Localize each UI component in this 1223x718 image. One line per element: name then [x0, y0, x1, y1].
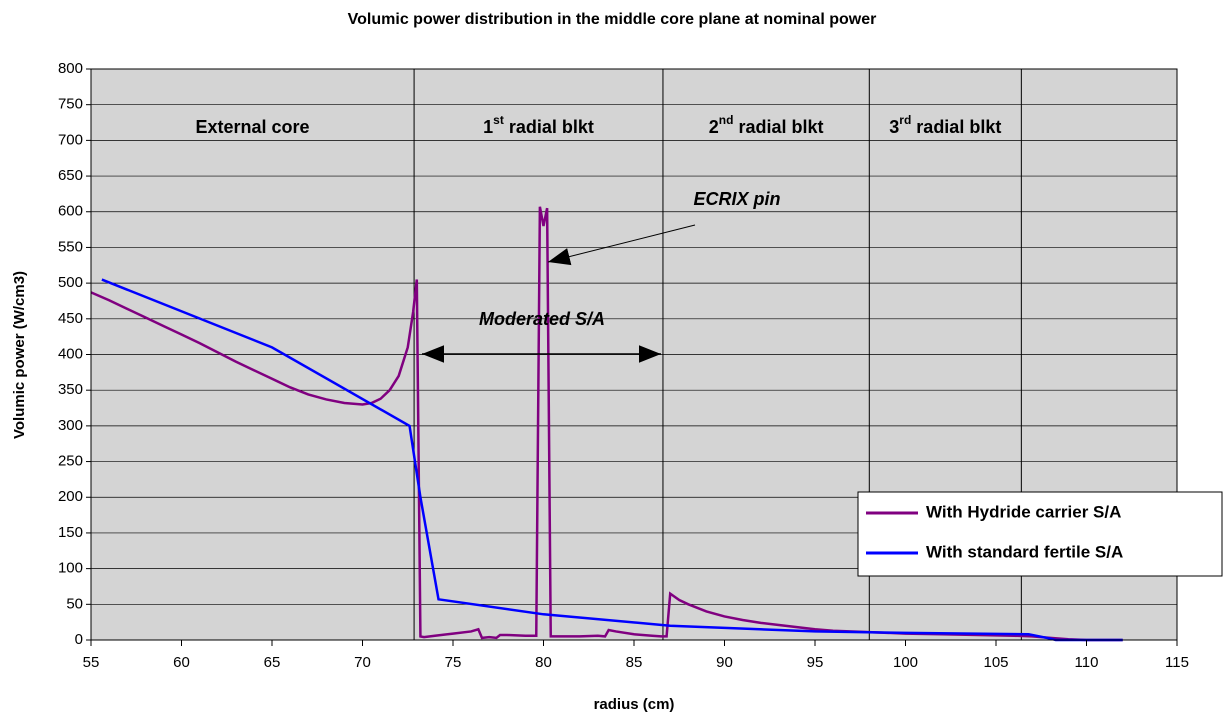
- y-tick-label: 650: [58, 167, 83, 184]
- y-tick-label: 750: [58, 96, 83, 113]
- legend-label: With standard fertile S/A: [926, 542, 1123, 561]
- x-axis-label: radius (cm): [594, 696, 675, 713]
- y-tick-label: 300: [58, 417, 83, 434]
- legend: [857, 491, 1223, 577]
- region-label: 3rd radial blkt: [889, 113, 1001, 137]
- annotation: Moderated S/A: [479, 309, 605, 329]
- region-label-part: 3: [889, 117, 899, 137]
- y-tick-label: 450: [58, 310, 83, 327]
- region-label: 1st radial blkt: [483, 113, 594, 137]
- x-tick-label: 95: [807, 654, 824, 671]
- region-label-part: st: [493, 113, 504, 127]
- region-label-part: 2: [709, 117, 719, 137]
- chart-title: Volumic power distribution in the middle…: [348, 11, 877, 28]
- series-line: [101, 278, 1123, 642]
- x-tick-label: 75: [445, 654, 462, 671]
- y-tick-label: 400: [58, 345, 83, 362]
- region-label-part: nd: [719, 113, 734, 127]
- arrow: [547, 224, 696, 266]
- annotation: ECRIX pin: [693, 189, 780, 209]
- y-tick-label: 0: [75, 631, 83, 648]
- y-tick-label: 700: [58, 131, 83, 148]
- x-tick-label: 110: [1075, 654, 1099, 671]
- region-label-part: rd: [899, 113, 911, 127]
- region-label-part: radial blkt: [504, 117, 594, 137]
- y-tick-label: 600: [58, 203, 83, 220]
- y-tick-label: 500: [58, 274, 83, 291]
- legend-label: With Hydride carrier S/A: [926, 502, 1121, 521]
- y-tick-label: 800: [58, 60, 83, 77]
- series-line: [90, 206, 1123, 642]
- y-tick-label: 350: [58, 381, 83, 398]
- x-tick-label: 60: [173, 654, 190, 671]
- region-label-part: radial blkt: [733, 117, 823, 137]
- y-tick-label: 200: [58, 488, 83, 505]
- region-label: External core: [196, 117, 310, 137]
- region-label-part: radial blkt: [911, 117, 1001, 137]
- x-tick-label: 90: [716, 654, 733, 671]
- x-tick-label: 85: [626, 654, 643, 671]
- y-axis-label: Volumic power (W/cm3): [11, 271, 28, 439]
- x-tick-label: 70: [354, 654, 371, 671]
- x-tick-label: 105: [983, 654, 1008, 671]
- x-tick-label: 55: [83, 654, 100, 671]
- region-label-part: 1: [483, 117, 493, 137]
- y-tick-label: 100: [58, 560, 83, 577]
- y-tick-label: 50: [66, 595, 83, 612]
- y-tick-label: 150: [58, 524, 83, 541]
- x-tick-label: 80: [535, 654, 552, 671]
- y-tick-label: 250: [58, 453, 83, 470]
- region-label-part: External core: [196, 117, 310, 137]
- x-tick-label: 115: [1165, 654, 1189, 671]
- y-tick-label: 550: [58, 238, 83, 255]
- x-tick-label: 100: [893, 654, 918, 671]
- x-tick-label: 65: [264, 654, 281, 671]
- region-label: 2nd radial blkt: [709, 113, 824, 137]
